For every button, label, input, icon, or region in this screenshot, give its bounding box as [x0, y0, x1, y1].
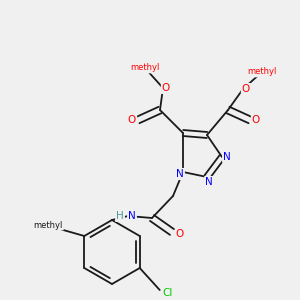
Text: N: N [223, 152, 231, 162]
Text: O: O [162, 83, 170, 93]
Text: N: N [128, 211, 136, 221]
Text: Cl: Cl [163, 288, 173, 298]
Text: O: O [176, 229, 184, 239]
Text: methyl: methyl [130, 64, 160, 73]
Text: H: H [116, 211, 124, 221]
Text: N: N [205, 177, 213, 187]
Text: O: O [242, 84, 250, 94]
Text: methyl: methyl [34, 220, 63, 230]
Text: O: O [128, 115, 136, 125]
Text: O: O [252, 115, 260, 125]
Text: N: N [176, 169, 184, 179]
Text: methyl: methyl [247, 68, 277, 76]
